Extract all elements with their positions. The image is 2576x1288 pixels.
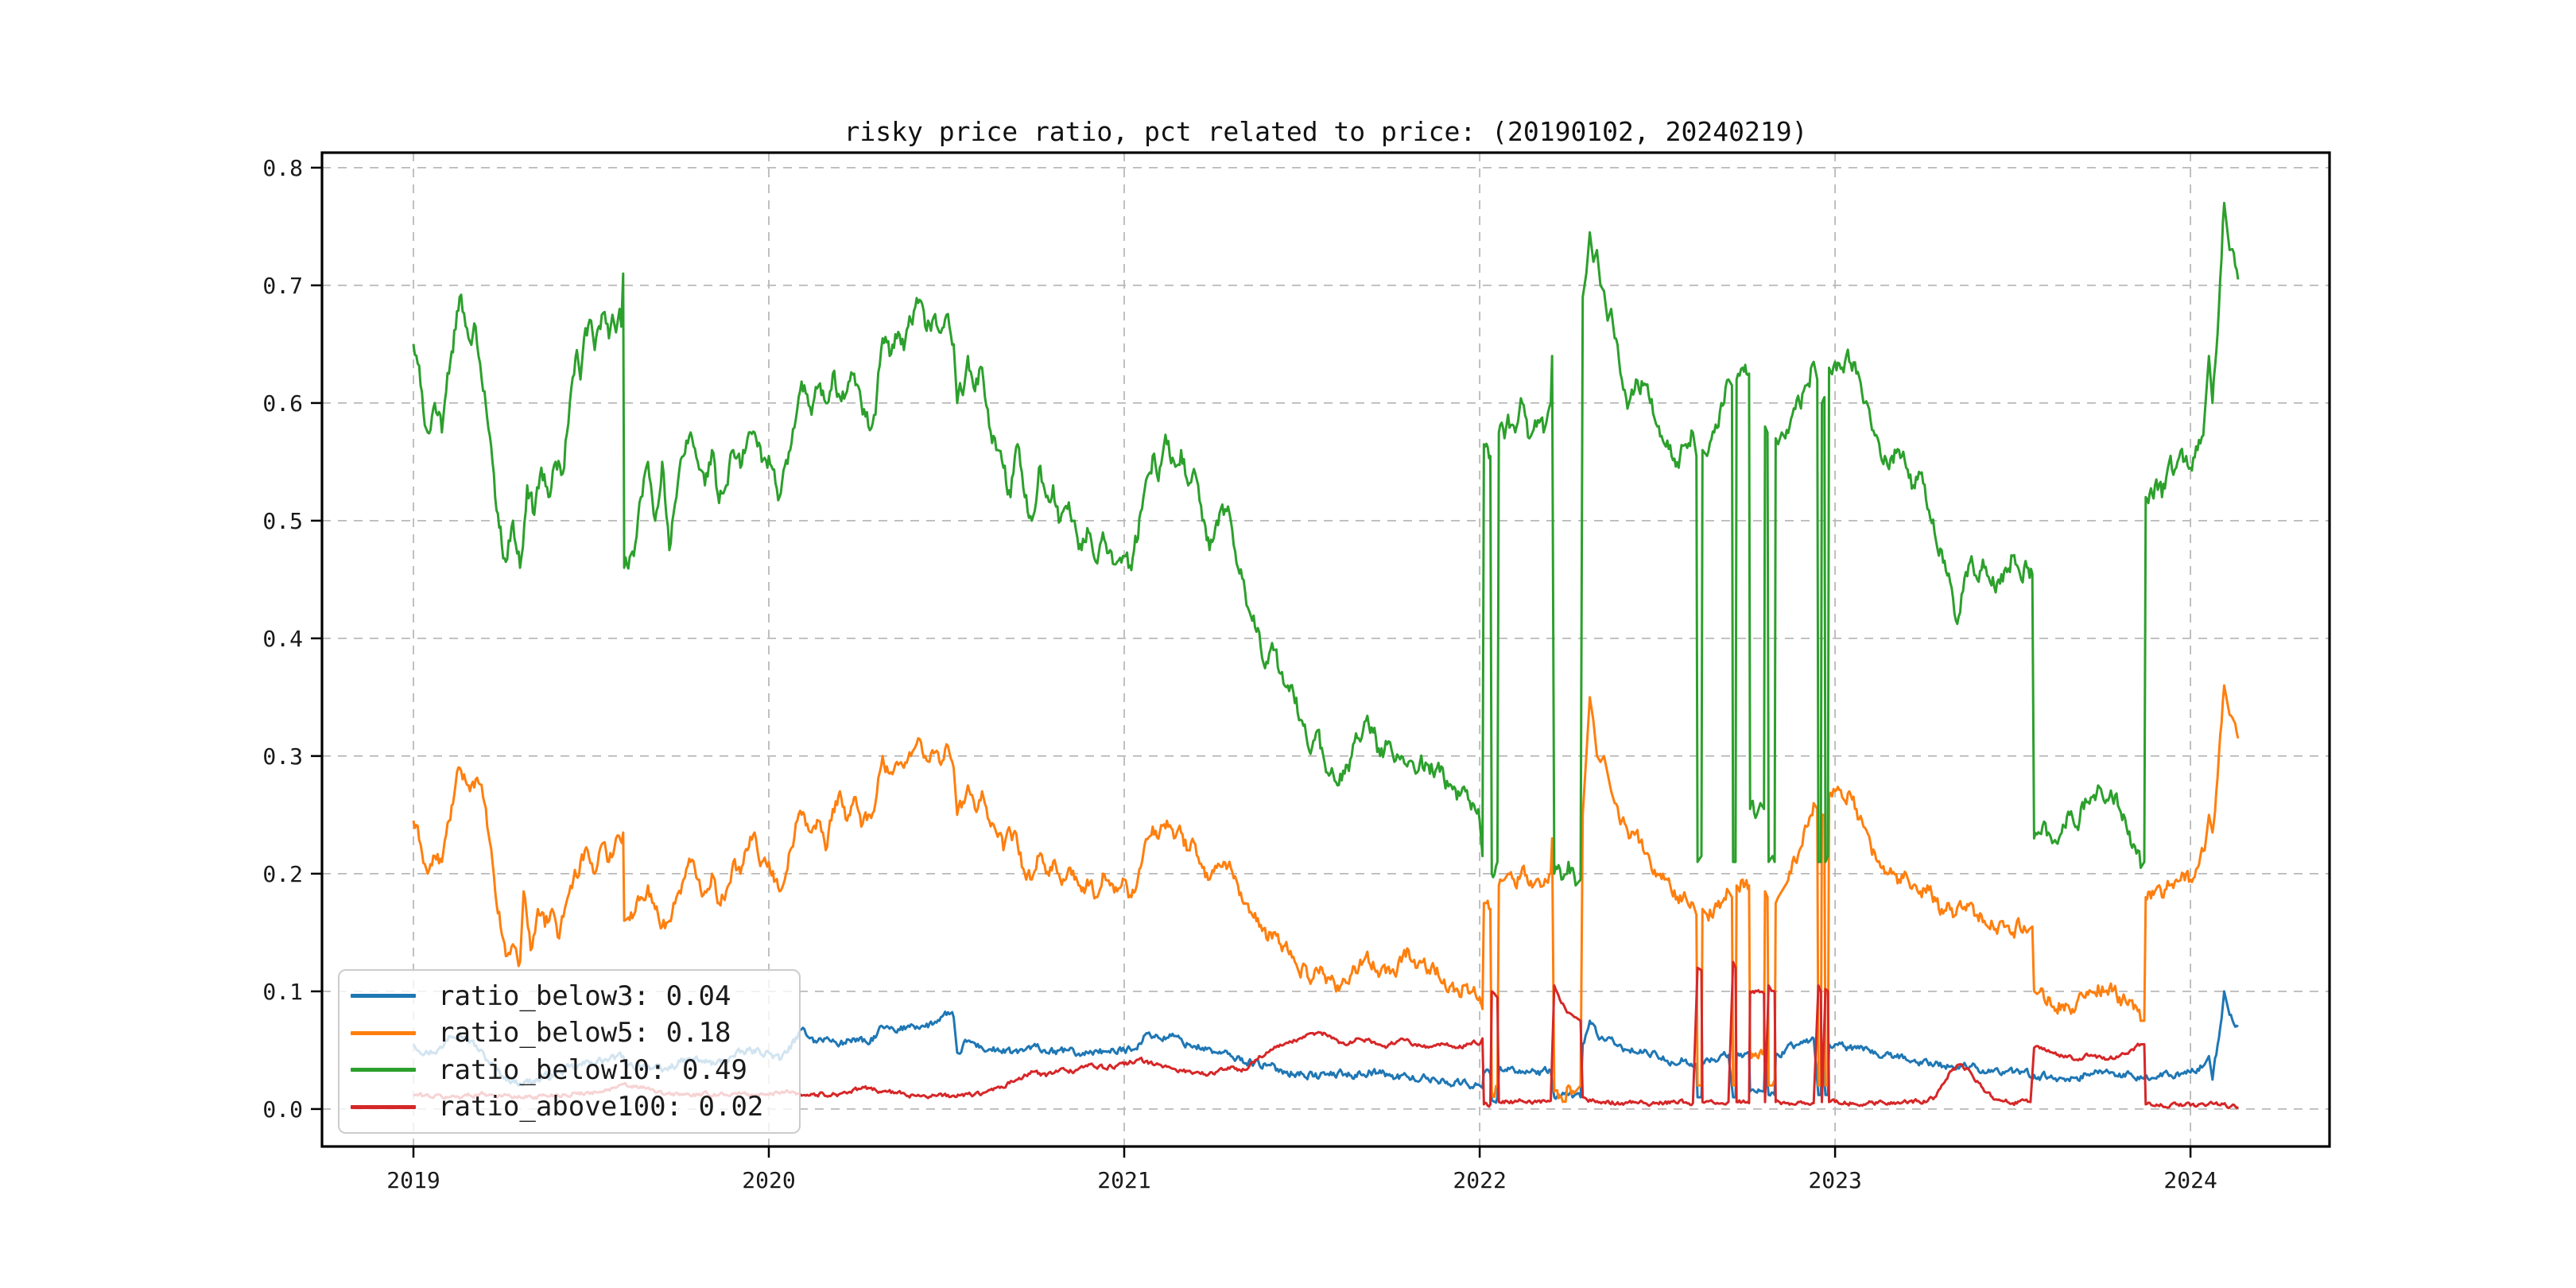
legend-swatch-ratio_below3 [351,994,416,999]
x-tick-label-2019: 2019 [386,1167,440,1193]
y-tick-label-0.3: 0.3 [262,743,303,770]
y-tick-label-0.1: 0.1 [262,979,303,1005]
y-tick-label-0.6: 0.6 [262,390,303,417]
legend-swatch-ratio_below10 [351,1068,416,1073]
series-line-ratio_below5 [412,684,2240,1104]
legend-item-ratio_below3: ratio_below3: 0.04 [351,980,799,1013]
legend-label-ratio_above100: ratio_above100: 0.02 [438,1091,764,1123]
legend-label-ratio_below5: ratio_below5: 0.18 [438,1017,731,1049]
legend-item-ratio_below10: ratio_below10: 0.49 [351,1053,799,1087]
axes-spines [320,151,2331,1148]
y-tick-label-0.0: 0.0 [262,1096,303,1123]
legend-item-ratio_below5: ratio_below5: 0.18 [351,1016,799,1049]
axis-ticks: 2019 2020 2021 2022 2023 2024 0.0 0.1 0.2 0.3 0.4 0… [262,155,2217,1193]
x-tick-label-2022: 2022 [1453,1167,1506,1193]
x-tick-label-2021: 2021 [1097,1167,1150,1193]
x-tick-label-2020: 2020 [742,1167,795,1193]
chart-title: risky price ratio, pct related to price:… [844,116,1808,147]
legend-swatch-ratio_above100 [351,1104,416,1109]
legend-swatch-ratio_below5 [351,1030,416,1035]
y-tick-label-0.5: 0.5 [262,508,303,534]
legend: ratio_below3: 0.04 ratio_below5: 0.18 rati… [338,969,801,1134]
y-tick-label-0.8: 0.8 [262,155,303,181]
legend-label-ratio_below10: ratio_below10: 0.49 [438,1053,747,1086]
x-tick-label-2023: 2023 [1808,1167,1861,1193]
y-tick-label-0.2: 0.2 [262,861,303,887]
series-line-ratio_below10 [412,201,2240,887]
legend-item-ratio_above100: ratio_above100: 0.02 [351,1090,799,1123]
legend-label-ratio_below3: ratio_below3: 0.04 [438,980,731,1012]
y-tick-label-0.4: 0.4 [262,626,303,652]
y-tick-label-0.7: 0.7 [262,273,303,299]
x-tick-label-2024: 2024 [2163,1167,2217,1193]
